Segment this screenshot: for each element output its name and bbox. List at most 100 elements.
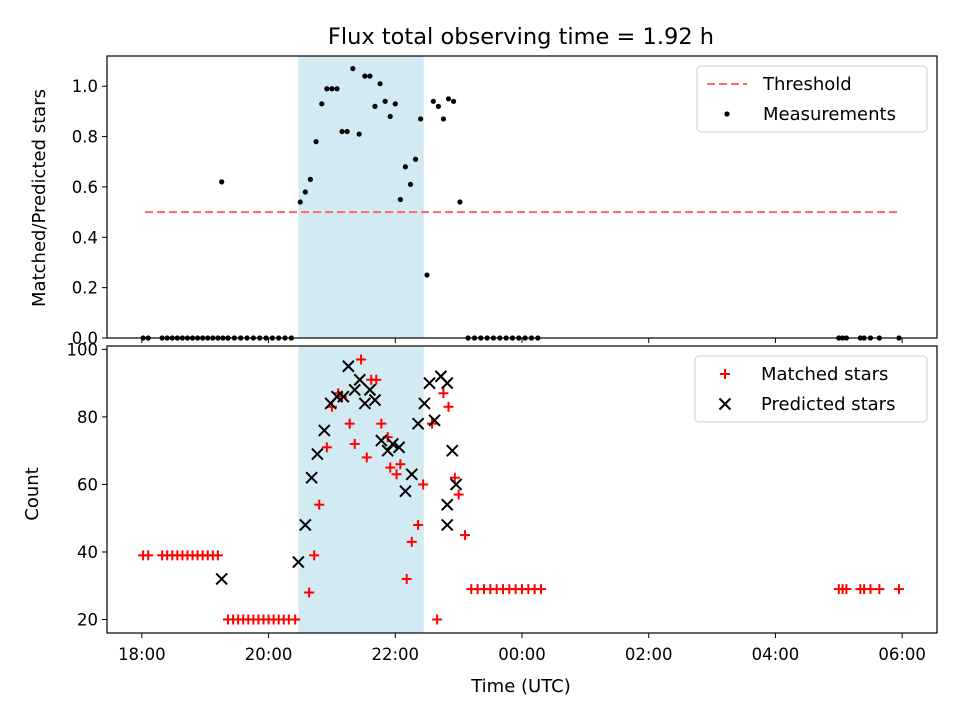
y-tick-label: 0.0 — [72, 329, 98, 348]
data-point — [441, 518, 454, 532]
data-point-shape — [382, 98, 388, 104]
data-point — [212, 550, 223, 561]
data-point-shape — [412, 156, 419, 162]
data-point — [344, 128, 350, 135]
data-point-b — [423, 376, 436, 390]
data-point-shape — [430, 98, 436, 104]
data-point-shape — [435, 103, 441, 109]
data-point-b — [392, 441, 406, 454]
top-observing-window — [298, 56, 424, 338]
data-point — [361, 452, 372, 463]
top-panel: 0.0 0.2 0.4 0.6 0.8 1.0 Threshold Measurements — [72, 55, 938, 348]
legend-box — [694, 355, 928, 423]
data-point-b — [337, 390, 350, 403]
data-point-b — [215, 572, 228, 586]
data-point — [423, 376, 436, 390]
data-point — [358, 397, 372, 410]
bottom-series-matched-stars — [138, 354, 904, 625]
data-point — [339, 128, 345, 135]
data-point — [375, 434, 388, 447]
data-point-shape — [219, 179, 225, 185]
data-point — [353, 373, 367, 386]
data-point — [418, 479, 429, 490]
data-point-b — [386, 437, 399, 451]
data-point — [215, 572, 228, 586]
legend-box — [696, 65, 928, 133]
bottom-panel: 20 40 60 80 100 18:00 20:00 22:00 00:00 02:00 04:0… — [67, 340, 938, 664]
data-point-b — [348, 383, 361, 397]
data-point-shape — [350, 65, 356, 72]
data-point — [305, 471, 318, 484]
data-point — [428, 414, 441, 427]
data-point — [329, 86, 335, 92]
data-point — [350, 65, 356, 72]
data-point-shape — [319, 101, 325, 107]
data-point — [446, 444, 459, 457]
data-point-b — [318, 424, 331, 437]
data-point — [342, 360, 355, 373]
data-point-b — [411, 417, 425, 430]
data-point-b — [446, 444, 459, 457]
data-point — [349, 438, 360, 449]
data-point — [418, 116, 424, 122]
legend-swatch — [724, 111, 730, 117]
data-point — [313, 139, 319, 145]
data-point-shape — [407, 181, 414, 188]
data-point — [407, 181, 414, 188]
data-point — [143, 550, 154, 561]
data-point — [874, 584, 885, 595]
data-point — [445, 96, 452, 102]
data-point — [337, 390, 350, 403]
y-tick-label: 1.0 — [72, 77, 98, 96]
data-point — [318, 424, 331, 437]
data-point-b — [428, 414, 441, 427]
x-axis-label: Time (UTC) — [470, 676, 571, 697]
data-point-shape — [397, 196, 403, 203]
data-point — [450, 98, 457, 104]
y-tick-label: 0.6 — [72, 178, 98, 197]
data-point-shape — [367, 73, 373, 79]
data-point — [377, 81, 383, 87]
data-point — [356, 354, 367, 365]
top-y-axis-label: Matched/Predicted stars — [29, 89, 50, 307]
data-point-shape — [457, 199, 463, 205]
data-point — [453, 489, 464, 500]
data-point-shape — [307, 176, 313, 182]
data-point — [459, 530, 470, 541]
data-point — [348, 383, 361, 397]
data-point-shape — [339, 128, 345, 135]
legend-label: Predicted stars — [761, 394, 895, 415]
data-point — [363, 383, 377, 397]
data-point-b — [434, 370, 448, 383]
bottom-series-predicted-stars — [215, 360, 463, 586]
data-point — [334, 86, 340, 92]
data-point — [399, 484, 412, 498]
data-point — [411, 417, 425, 430]
data-point — [405, 468, 418, 481]
data-point-shape — [362, 73, 368, 79]
bottom-legend: Matched stars Predicted stars — [694, 355, 928, 423]
legend-swatch — [718, 397, 732, 411]
data-point — [290, 614, 301, 625]
data-point-shape — [356, 131, 362, 137]
data-point-b — [358, 397, 372, 410]
y-tick-label: 0.8 — [72, 128, 98, 147]
data-point-shape — [418, 116, 424, 122]
data-point-b — [368, 393, 382, 407]
legend-label: Threshold — [762, 74, 852, 95]
data-point-b — [342, 360, 355, 373]
data-point — [362, 73, 368, 79]
data-point-shape — [424, 272, 430, 278]
data-point — [441, 498, 454, 511]
data-point-shape — [450, 98, 457, 104]
data-point — [432, 614, 443, 625]
legend-swatch-shape — [724, 111, 730, 117]
data-point — [371, 374, 382, 385]
data-point — [430, 98, 436, 104]
data-point — [292, 555, 305, 569]
data-point-shape — [372, 103, 378, 109]
data-point — [219, 179, 225, 185]
data-point — [402, 164, 409, 170]
data-point — [319, 101, 325, 107]
x-tick-label: 06:00 — [878, 645, 926, 664]
